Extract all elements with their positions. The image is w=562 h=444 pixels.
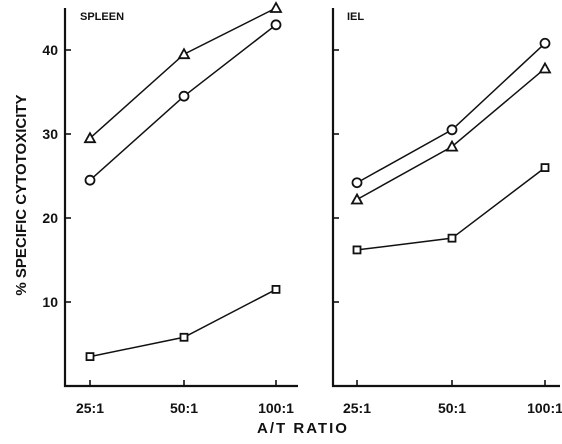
spleen-triangle-series-line	[89, 7, 277, 139]
iel-square-point	[540, 163, 550, 173]
y-tick-label: 20	[42, 210, 58, 226]
x-tick-label: 100:1	[527, 400, 562, 416]
spleen-triangle-point	[177, 47, 191, 60]
spleen-square-point	[85, 352, 95, 362]
spleen-circle-point	[270, 19, 282, 31]
iel-panel: IEL 25:1 50:1 100:1	[331, 8, 562, 416]
iel-panel-title: IEL	[347, 11, 364, 23]
x-tick-label: 50:1	[170, 400, 198, 416]
x-tick-label: 50:1	[438, 400, 466, 416]
x-tick-label: 100:1	[258, 400, 294, 416]
iel-circle-point	[351, 177, 363, 189]
iel-axes	[331, 8, 560, 388]
spleen-square-point	[271, 284, 281, 294]
spleen-panel: SPLEEN 10 20 30 40 25:1 50:1 100:1	[42, 1, 298, 416]
spleen-square-point	[179, 332, 189, 342]
x-axis-title: A/T RATIO	[257, 420, 349, 437]
iel-circle-series-line	[356, 42, 546, 184]
iel-square-point	[447, 233, 457, 243]
x-tick-label: 25:1	[343, 400, 371, 416]
y-tick-label: 40	[42, 42, 58, 58]
iel-triangle-point	[538, 61, 552, 74]
iel-triangle-point	[445, 139, 459, 152]
iel-circle-point	[539, 37, 551, 49]
x-tick-label: 25:1	[76, 400, 104, 416]
spleen-triangle-point	[269, 1, 283, 13]
y-tick-label: 10	[42, 294, 58, 310]
y-axis-title: % SPECIFIC CYTOTOXICITY	[13, 94, 30, 295]
spleen-triangle-point	[83, 131, 97, 144]
spleen-axes	[63, 8, 298, 388]
spleen-circle-point	[178, 90, 190, 102]
spleen-circle-point	[84, 174, 96, 186]
iel-square-point	[352, 245, 362, 255]
spleen-circle-series-line	[89, 24, 277, 181]
iel-triangle-point	[350, 192, 364, 205]
y-tick-label: 30	[42, 126, 58, 142]
iel-circle-point	[446, 124, 458, 136]
spleen-square-series-line	[89, 288, 277, 358]
spleen-panel-title: SPLEEN	[80, 11, 124, 23]
